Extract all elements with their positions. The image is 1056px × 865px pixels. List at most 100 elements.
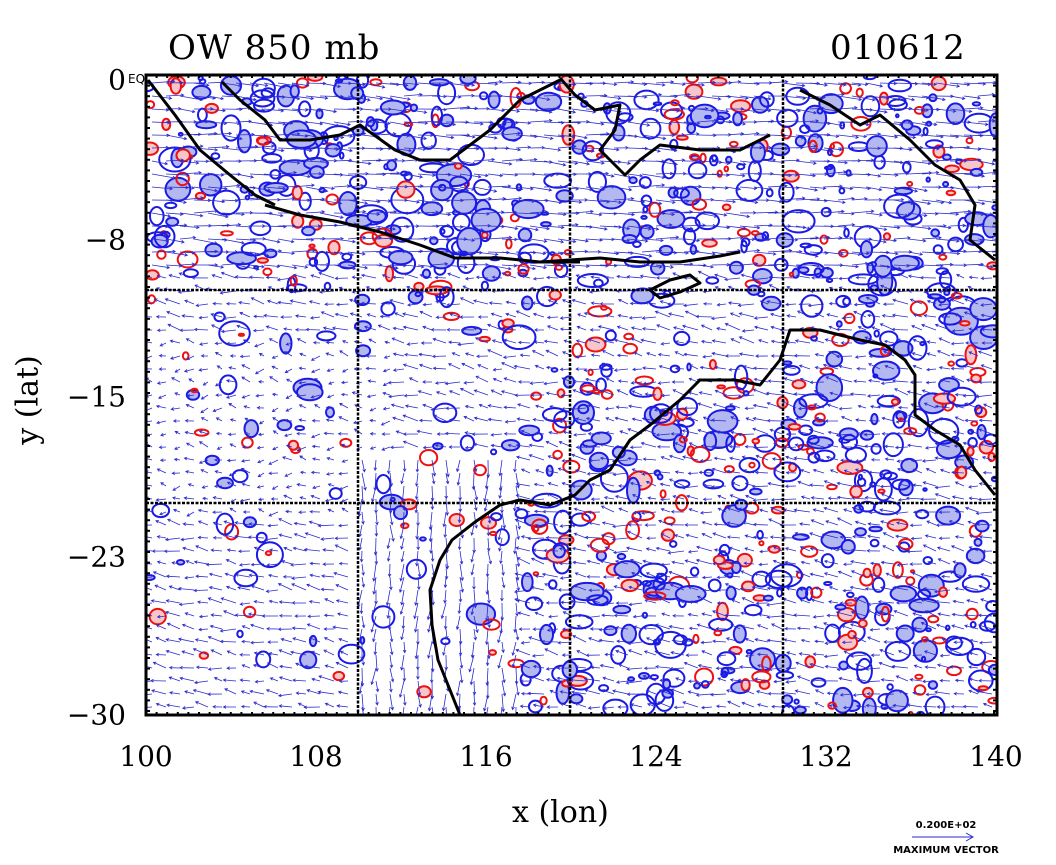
wind-vector [739,131,760,136]
wind-vector [599,173,615,178]
negative-contour [210,152,221,160]
wind-vector [459,173,482,179]
negative-contour [481,265,501,282]
negative-contour [652,101,663,107]
negative-contour [762,594,774,602]
wind-vector [207,131,233,136]
wind-vector [935,121,957,126]
negative-contour [403,171,413,182]
wind-vector [893,186,919,193]
wind-vector [403,147,427,151]
wind-vector [207,212,229,219]
negative-contour [652,577,666,591]
wind-vector [179,95,204,102]
wind-vector [179,108,196,114]
y-tick-labels: 0 −8 −15 −23 −30 [0,0,126,865]
negative-contour [153,224,176,249]
wind-vector [151,212,172,218]
negative-contour [907,408,930,438]
wind-vector [571,108,597,114]
negative-contour [900,457,919,474]
positive-contour [241,436,254,449]
wind-vector [445,160,467,166]
positive-contour [663,108,685,121]
wind-vector [851,209,875,214]
negative-contour [974,404,983,415]
wind-vector [613,263,631,268]
wind-vector [823,209,845,214]
y-tick-label: −30 [66,698,126,732]
wind-vector [305,186,329,193]
negative-contour [735,178,764,202]
negative-contour [569,693,584,705]
wind-vector [515,225,539,232]
max-vector-label: MAXIMUM VECTOR [893,845,999,856]
positive-contour [970,420,979,427]
wind-vector [585,225,608,231]
negative-contour [854,527,867,537]
wind-vector [865,238,887,244]
wind-vector [893,160,912,166]
negative-contour [775,232,794,248]
wind-vector [249,82,269,88]
negative-contour [620,623,637,644]
wind-vector [207,145,230,149]
wind-vector [991,225,997,227]
negative-contour [459,434,475,452]
wind-vector [935,157,960,162]
positive-contour [242,605,257,619]
wind-vector [473,82,499,86]
negative-contour [938,312,962,326]
negative-contour [237,129,252,154]
negative-contour [810,677,827,688]
positive-contour [806,404,817,411]
negative-contour [872,373,879,379]
wind-vector [473,173,489,178]
negative-contour [432,402,458,423]
wind-vector [641,199,663,206]
wind-vector [529,80,546,85]
negative-contour [781,694,794,705]
x-tick-label: 108 [289,740,343,773]
wind-vector [291,173,311,179]
positive-contour [589,537,611,553]
negative-contour [832,686,854,714]
negative-contour [662,668,686,688]
wind-vector [907,225,932,231]
positive-contour [161,117,172,132]
negative-contour [204,454,221,467]
negative-contour [338,151,345,160]
negative-contour [856,657,873,684]
negative-contour [842,296,851,307]
negative-contour [749,141,766,164]
negative-contour [724,405,736,412]
negative-contour [705,276,720,285]
negative-contour [810,335,818,342]
wind-vector [179,225,200,230]
negative-contour [694,211,720,231]
negative-contour [547,579,558,590]
positive-contour [914,673,924,680]
negative-contour [922,556,933,565]
wind-vector [893,95,916,102]
wind-vector [571,238,589,243]
wind-vector [445,173,464,179]
positive-contour [965,137,974,145]
positive-contour [970,373,982,384]
negative-contour [672,434,687,454]
wind-vector [795,134,821,139]
negative-contour [461,325,483,336]
negative-contour [518,424,541,437]
wind-vector [529,173,555,178]
wind-vector [165,251,189,257]
negative-contour [711,154,718,162]
wind-vector [697,108,715,113]
wind-vector [977,212,994,216]
wind-vector [473,212,490,216]
positive-contour [308,243,316,249]
wind-vector [571,160,591,166]
negative-contour [386,159,398,172]
positive-contour [384,265,395,283]
wind-vector [669,186,686,190]
negative-contour [407,289,424,305]
